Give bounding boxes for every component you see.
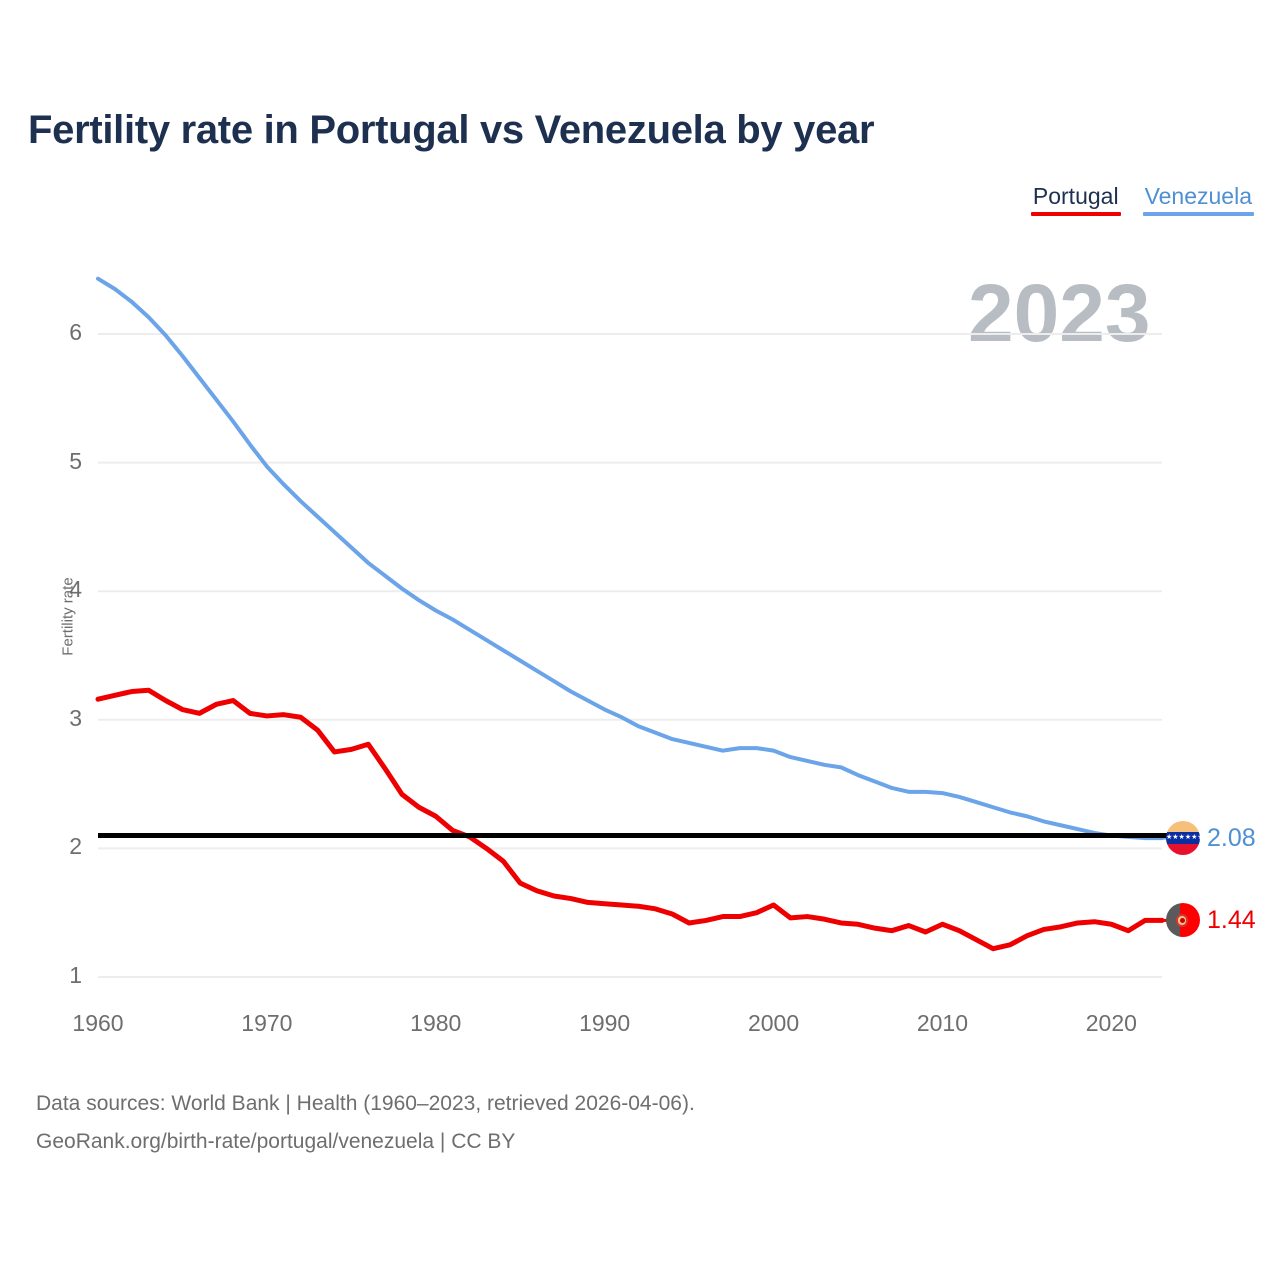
legend-item-venezuela[interactable]: Venezuela xyxy=(1142,183,1254,216)
venezuela-flag-icon: ★★★★★★★★ xyxy=(1166,821,1200,856)
series-line-portugal xyxy=(95,687,1165,952)
year-watermark: 2023 xyxy=(968,268,1151,359)
end-marker-venezuela[interactable]: ★★★★★★★★ 2.08 xyxy=(1166,821,1256,856)
x-tick-label-2020: 2020 xyxy=(1085,1010,1137,1036)
footer-attribution: GeoRank.org/birth-rate/portugal/venezuel… xyxy=(36,1130,516,1153)
x-tick-label-1960: 1960 xyxy=(72,1010,124,1036)
x-tick-label-1980: 1980 xyxy=(410,1010,462,1036)
end-value-portugal: 1.44 xyxy=(1207,905,1256,934)
x-tick-label-2010: 2010 xyxy=(916,1010,969,1036)
legend-swatch-venezuela xyxy=(1142,212,1254,216)
legend-swatch-portugal xyxy=(1030,212,1121,216)
footer-data-sources: Data sources: World Bank | Health (1960–… xyxy=(36,1092,695,1115)
gridlines xyxy=(98,333,1162,978)
legend-label-portugal: Portugal xyxy=(1032,183,1119,209)
end-value-venezuela: 2.08 xyxy=(1207,823,1256,852)
x-tick-label-1970: 1970 xyxy=(241,1010,293,1036)
x-tick-label-1990: 1990 xyxy=(579,1010,631,1036)
y-tick-label-5: 5 xyxy=(69,447,82,474)
y-tick-label-2: 2 xyxy=(69,833,82,860)
series-line-venezuela xyxy=(96,276,1164,841)
footer: Data sources: World Bank | Health (1960–… xyxy=(36,1085,695,1161)
y-tick-label-4: 4 xyxy=(69,576,82,603)
y-axis-title: Fertility rate xyxy=(59,577,77,656)
legend-label-venezuela: Venezuela xyxy=(1144,183,1252,209)
y-tick-label-1: 1 xyxy=(69,962,82,988)
y-tick-label-3: 3 xyxy=(69,704,82,731)
legend: Portugal Venezuela xyxy=(1030,183,1254,216)
page-title: Fertility rate in Portugal vs Venezuela … xyxy=(28,108,875,152)
legend-item-portugal[interactable]: Portugal xyxy=(1030,183,1121,216)
portugal-flag-icon xyxy=(1166,903,1200,938)
end-marker-portugal[interactable]: 1.44 xyxy=(1166,903,1256,938)
x-tick-label-2000: 2000 xyxy=(747,1010,800,1036)
y-tick-label-6: 6 xyxy=(69,319,82,345)
